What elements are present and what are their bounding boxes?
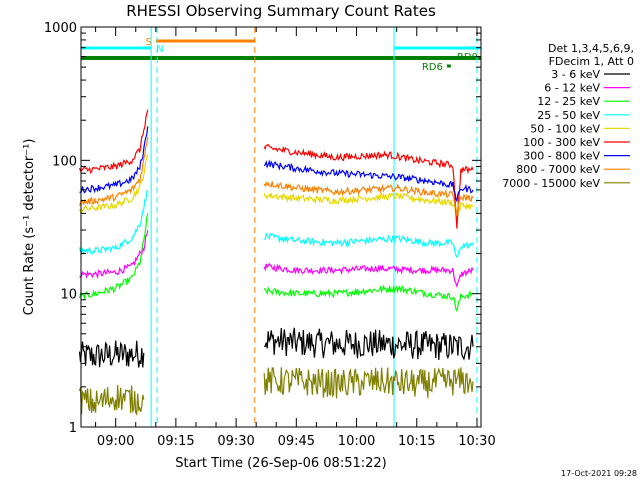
legend-label: 100 - 300 keV <box>523 136 600 149</box>
series-3-6-kev <box>78 327 474 368</box>
series-line <box>263 367 474 399</box>
series-line <box>263 180 474 217</box>
series-50-100-kev <box>78 154 474 219</box>
legend-header: FDecim 1, Att 0 <box>549 55 634 68</box>
axes: 1 10 100 1000 09:00 09:15 09:30 09:45 10:00 10:15… <box>44 21 496 449</box>
series-line <box>78 109 149 174</box>
series-line <box>78 385 145 416</box>
series-line <box>263 284 474 313</box>
flag-bar-label: RD0 <box>457 52 478 63</box>
series-line <box>263 192 474 219</box>
series-lines <box>78 109 474 416</box>
series-line <box>78 154 149 214</box>
flag-bar-label: S <box>145 37 151 48</box>
series-line <box>78 189 149 255</box>
legend-label: 50 - 100 keV <box>530 122 600 135</box>
timestamp: 17-Oct-2021 09:28 <box>561 469 637 478</box>
y-tick-label: 1000 <box>44 21 77 36</box>
y-axis-label: Count Rate (s⁻¹ detector⁻¹) <box>22 139 37 316</box>
x-tick-label: 10:30 <box>458 434 495 449</box>
legend-label: 300 - 800 keV <box>523 150 600 163</box>
x-tick-label: 10:00 <box>338 434 375 449</box>
x-tick-label: 09:45 <box>278 434 315 449</box>
series-line <box>264 327 474 361</box>
series-line <box>264 232 474 259</box>
series-12-25-kev <box>78 213 474 313</box>
series-300-800-kev <box>79 126 474 203</box>
x-tick-label: 09:30 <box>217 434 254 449</box>
flag-bar-label: RD6 <box>422 62 443 73</box>
chart-title: RHESSI Observing Summary Count Rates <box>126 2 436 20</box>
flag-bars: SN RD0 RD6 <box>81 37 481 73</box>
series-7000-15000-kev <box>78 367 474 416</box>
x-axis-label: Start Time (26-Sep-06 08:51:22) <box>175 456 386 471</box>
x-tick-label: 09:00 <box>97 434 134 449</box>
y-tick-label: 10 <box>60 288 77 303</box>
series-100-300-kev <box>78 109 474 229</box>
series-line <box>78 136 149 206</box>
y-tick-label: 1 <box>69 421 77 436</box>
legend-label: 7000 - 15000 keV <box>502 177 600 190</box>
series-line <box>263 159 474 203</box>
series-line <box>78 340 145 368</box>
series-line <box>263 143 474 229</box>
series-25-50-kev <box>78 189 474 259</box>
legend: Det 1,3,4,5,6,9,FDecim 1, Att 03 - 6 keV… <box>502 42 634 190</box>
plot-frame <box>80 26 482 428</box>
legend-label: 25 - 50 keV <box>537 109 600 122</box>
series-800-7000-kev <box>78 136 474 217</box>
series-6-12-kev <box>79 229 474 289</box>
y-tick-label: 100 <box>52 154 77 169</box>
legend-label: 6 - 12 keV <box>544 82 600 95</box>
flag-bar-label: N <box>156 44 163 55</box>
legend-label: 12 - 25 keV <box>537 95 600 108</box>
legend-header: Det 1,3,4,5,6,9, <box>548 42 634 55</box>
x-tick-label: 09:15 <box>157 434 194 449</box>
attenuator-lines <box>150 27 478 427</box>
legend-label: 3 - 6 keV <box>551 68 600 81</box>
legend-label: 800 - 7000 keV <box>516 163 600 176</box>
series-line <box>79 126 149 194</box>
series-line <box>263 262 474 289</box>
series-line <box>79 229 149 280</box>
x-tick-label: 10:15 <box>398 434 435 449</box>
series-line <box>78 213 149 300</box>
